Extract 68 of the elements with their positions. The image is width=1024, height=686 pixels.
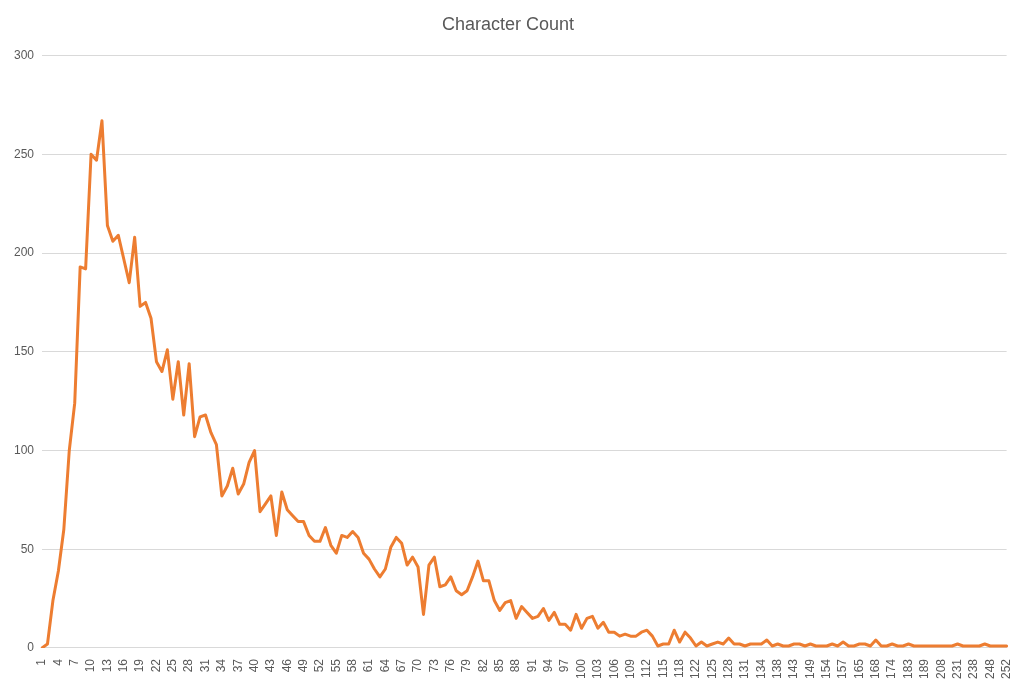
y-tick-label: 100 [13,442,35,457]
x-tick-label: 7 [67,658,82,666]
x-tick-label: 31 [197,658,212,673]
x-tick-label: 103 [590,658,605,680]
y-tick-label: 300 [13,47,35,62]
x-tick-label: 174 [884,658,899,680]
x-tick-label: 19 [132,658,147,673]
x-tick-label: 157 [835,658,850,680]
x-tick-label: 109 [622,658,637,680]
x-tick-label: 154 [819,658,834,680]
x-tick-label: 88 [508,658,523,673]
x-tick-label: 22 [148,658,163,673]
x-tick-label: 64 [377,658,392,673]
x-tick-label: 238 [966,658,981,680]
x-tick-label: 118 [671,658,686,679]
y-tick-label: 50 [20,541,35,556]
x-tick-label: 143 [786,658,801,680]
x-tick-label: 16 [116,658,131,673]
x-tick-label: 61 [361,658,376,673]
x-tick-label: 46 [279,658,294,673]
x-tick-label: 100 [573,658,588,680]
x-tick-label: 97 [557,658,572,673]
x-tick-label: 43 [263,658,278,673]
x-tick-label: 10 [83,658,98,673]
x-tick-label: 82 [475,658,490,673]
x-tick-label: 40 [246,658,261,673]
x-tick-label: 125 [704,658,719,680]
x-tick-label: 4 [50,658,65,666]
x-tick-label: 134 [753,658,768,680]
x-tick-label: 128 [720,658,735,680]
x-tick-label: 70 [410,658,425,673]
x-tick-label: 106 [606,658,621,680]
x-tick-label: 91 [524,658,539,673]
y-tick-label: 150 [13,344,35,359]
x-tick-label: 13 [99,658,114,673]
y-tick-label: 0 [27,640,35,655]
x-tick-label: 94 [541,658,556,673]
y-tick-label: 200 [13,245,35,260]
x-tick-label: 52 [312,658,327,673]
x-tick-label: 28 [181,658,196,673]
x-tick-label: 55 [328,658,343,673]
x-tick-label: 37 [230,658,245,673]
x-tick-label: 34 [214,658,229,673]
x-tick-label: 231 [949,658,964,680]
x-tick-label: 112 [639,658,654,679]
x-tick-label: 67 [394,658,409,673]
x-tick-label: 248 [982,658,997,680]
x-tick-label: 252 [998,658,1013,680]
x-tick-label: 85 [492,658,507,673]
x-tick-label: 165 [851,658,866,680]
x-tick-label: 131 [737,658,752,680]
x-tick-label: 183 [900,658,915,680]
x-tick-label: 189 [917,658,932,680]
x-tick-label: 138 [770,658,785,680]
chart-title: Character Count [441,13,575,34]
x-tick-label: 122 [688,658,703,680]
x-tick-label: 58 [344,658,359,673]
x-tick-label: 73 [426,658,441,673]
x-tick-label: 79 [459,658,474,673]
x-tick-label: 25 [165,658,180,673]
x-tick-label: 1 [34,658,49,666]
y-tick-label: 250 [13,146,35,161]
x-tick-label: 168 [868,658,883,680]
x-tick-label: 115 [655,658,670,679]
x-tick-label: 208 [933,658,948,680]
x-tick-label: 149 [802,658,817,680]
x-tick-label: 49 [295,658,310,673]
x-tick-label: 76 [443,658,458,673]
